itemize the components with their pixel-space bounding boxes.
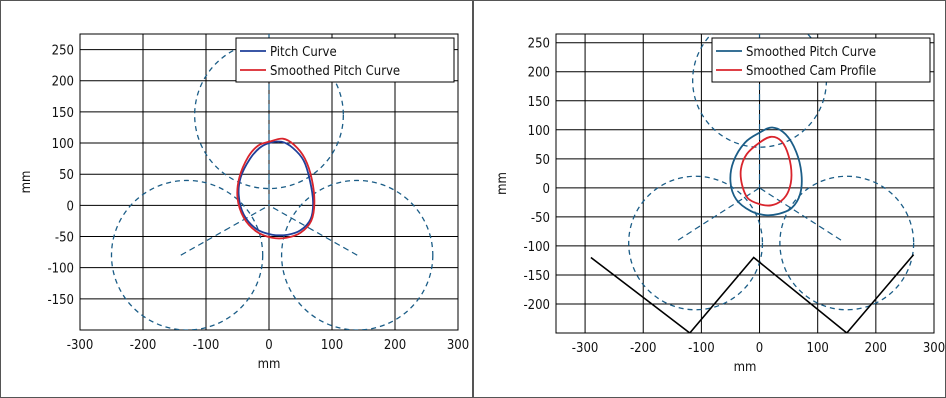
y-tick-label: 50	[59, 168, 74, 183]
guide-circle	[779, 175, 915, 311]
x-tick-label: 200	[865, 341, 887, 356]
legend-label-0: Pitch Curve	[270, 45, 337, 60]
guide-line	[759, 187, 842, 241]
series-curve-1	[236, 137, 316, 240]
legend-label-0: Smoothed Pitch Curve	[746, 45, 876, 60]
x-tick-label: 100	[321, 338, 343, 353]
y-tick-label: -200	[523, 298, 550, 313]
legend-label-1: Smoothed Cam Profile	[746, 64, 876, 79]
y-tick-label: 100	[52, 137, 74, 152]
y-axis-label: mm	[495, 172, 510, 195]
legend-box	[711, 37, 931, 83]
guide-circle	[628, 175, 764, 311]
series-curve-1	[739, 135, 793, 207]
legend-box	[235, 37, 455, 83]
x-tick-label: -100	[688, 341, 715, 356]
y-tick-label: 150	[528, 95, 550, 110]
x-tick-label: 100	[807, 341, 829, 356]
guide-line	[677, 187, 760, 241]
y-tick-label: -100	[523, 240, 550, 255]
y-tick-label: -150	[523, 269, 550, 284]
y-tick-label: -100	[47, 262, 74, 277]
guide-line	[312, 229, 358, 256]
series-curve-0	[237, 140, 315, 237]
x-axis-label: mm	[258, 357, 281, 372]
x-tick-label: 0	[265, 338, 272, 353]
y-tick-label: 150	[52, 106, 74, 121]
guide-circle	[110, 179, 264, 330]
x-tick-label: -100	[193, 338, 220, 353]
y-tick-label: -150	[47, 293, 74, 308]
chart-right: -300 -200 -100 0 100 200 300 -200 -150 -100 -50 0 50…	[495, 33, 945, 375]
x-axis-label: mm	[734, 360, 757, 375]
plot-area	[110, 34, 434, 330]
x-tick-label: -200	[130, 338, 157, 353]
guide-line	[268, 204, 314, 231]
y-tick-label: 0	[67, 199, 74, 214]
plot-frame	[555, 33, 935, 334]
y-tick-label: 0	[543, 182, 550, 197]
guide-circle	[194, 40, 344, 190]
x-tick-label: 300	[447, 338, 469, 353]
y-tick-label: -50	[531, 211, 550, 226]
y-tick-label: 50	[535, 153, 550, 168]
y-tick-label: 250	[528, 37, 550, 52]
series-curve-0	[729, 126, 803, 217]
x-tick-label: -200	[630, 341, 657, 356]
y-tick-label: -50	[55, 231, 74, 246]
x-tick-label: 200	[384, 338, 406, 353]
y-tick-label: 200	[528, 66, 550, 81]
y-axis-label: mm	[19, 171, 34, 194]
y-tick-label: 100	[528, 124, 550, 139]
x-tick-label: 0	[756, 341, 763, 356]
follower-line	[590, 254, 915, 333]
guide-line	[180, 229, 226, 256]
y-tick-label: 200	[52, 75, 74, 90]
x-tick-label: -300	[67, 338, 94, 353]
y-tick-label: 250	[52, 44, 74, 59]
chart-left: -300 -200 -100 0 100 200 300 -150 -100 -50 0 50 100 1…	[19, 33, 469, 372]
x-tick-label: -300	[572, 341, 599, 356]
x-tick-label: 300	[923, 341, 945, 356]
guide-circle	[280, 179, 434, 330]
guide-line	[224, 204, 270, 231]
legend-label-1: Smoothed Pitch Curve	[270, 64, 400, 79]
